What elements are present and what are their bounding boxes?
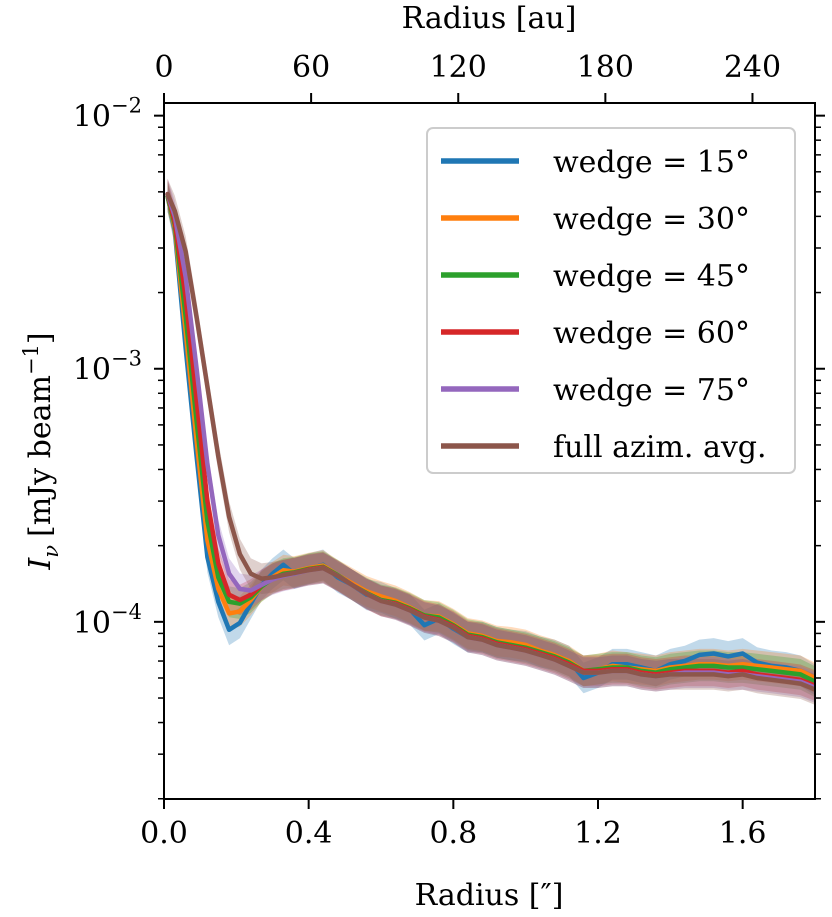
- y-axis-label: Iν [mJy beam−1]: [19, 332, 63, 570]
- y-label-symbol: I: [23, 557, 58, 571]
- x-tick-label: 0.0: [140, 816, 188, 851]
- x-tick-label: 1.6: [719, 816, 767, 851]
- y-label-subscript: ν: [39, 545, 63, 558]
- y-tick-base: 10: [73, 100, 111, 135]
- y-tick-label: 10−3: [73, 347, 142, 388]
- legend-label-6: full azim. avg.: [553, 430, 767, 465]
- band-series-1: [167, 181, 815, 696]
- top-tick-label: 120: [430, 50, 487, 85]
- legend-label-4: wedge = 60°: [553, 316, 750, 351]
- top-tick-label: 240: [724, 50, 781, 85]
- y-tick-base: 10: [73, 606, 111, 641]
- top-axis-label: Radius [au]: [402, 1, 577, 36]
- legend: wedge = 15° wedge = 30° wedge = 45° wedge =…: [426, 127, 796, 474]
- series-lines: [165, 191, 815, 692]
- top-tick-label: 180: [577, 50, 634, 85]
- y-tick-label: 10−2: [73, 94, 142, 135]
- x-axis-label: Radius [″]: [415, 878, 564, 913]
- plot-frame: [163, 102, 816, 800]
- y-tick-label: 10−4: [73, 600, 142, 641]
- y-tick-base: 10: [73, 353, 111, 388]
- y-tick-exponent: −4: [111, 600, 142, 624]
- line-series-6: [165, 191, 815, 692]
- band-series-2: [167, 181, 815, 694]
- legend-label-3: wedge = 45°: [553, 259, 750, 294]
- legend-label-1: wedge = 15°: [553, 145, 750, 180]
- x-tick-label: 1.2: [574, 816, 622, 851]
- x-tick-label: 0.8: [429, 816, 477, 851]
- y-tick-exponent: −2: [111, 94, 142, 118]
- top-tick-label: 0: [154, 50, 173, 85]
- y-label-units: [mJy beam: [23, 375, 58, 537]
- axis-ticks: [154, 93, 825, 809]
- y-label-exponent: −1: [19, 344, 43, 375]
- y-label-close: ]: [23, 332, 58, 344]
- y-tick-exponent: −3: [111, 347, 142, 371]
- top-tick-label: 60: [292, 50, 330, 85]
- legend-label-5: wedge = 75°: [553, 373, 750, 408]
- legend-label-2: wedge = 30°: [553, 202, 750, 237]
- x-tick-label: 0.4: [285, 816, 333, 851]
